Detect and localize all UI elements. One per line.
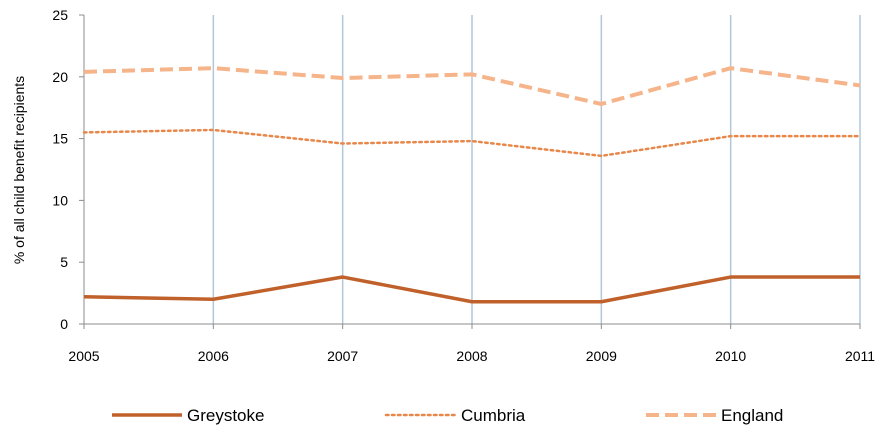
x-tick-label: 2009 [586,348,617,364]
x-tick-label: 2007 [327,348,358,364]
x-tick-label: 2006 [198,348,229,364]
legend-label: Greystoke [187,406,264,425]
legend-item-cumbria: Cumbria [384,406,526,425]
y-tick-label: 25 [52,7,68,23]
y-tick-label: 10 [52,192,68,208]
legend-label: Cumbria [461,406,526,425]
x-tick-label: 2011 [845,348,875,364]
y-tick-label: 5 [60,254,68,270]
series-line-cumbria [82,128,862,158]
axes [79,14,861,329]
series-line-greystoke [83,275,860,304]
y-axis-title: % of all child benefit recipients [11,76,27,264]
legend-label: England [721,406,783,425]
legend-item-england: England [646,406,783,425]
legend-item-greystoke: Greystoke [112,406,264,425]
x-tick-label: 2005 [68,348,99,364]
y-tick-label: 20 [52,69,68,85]
series-line-england [83,66,861,106]
series-lines [82,66,862,304]
x-tick-label: 2008 [456,348,487,364]
y-tick-label: 0 [60,316,68,332]
y-tick-label: 15 [52,131,68,147]
x-tick-label: 2010 [715,348,746,364]
tick-labels: 0 5 10 15 20 25 2005 2006 2007 2008 2009 2010 2011 [52,7,875,364]
legend: Greystoke Cumbria England [112,406,783,425]
